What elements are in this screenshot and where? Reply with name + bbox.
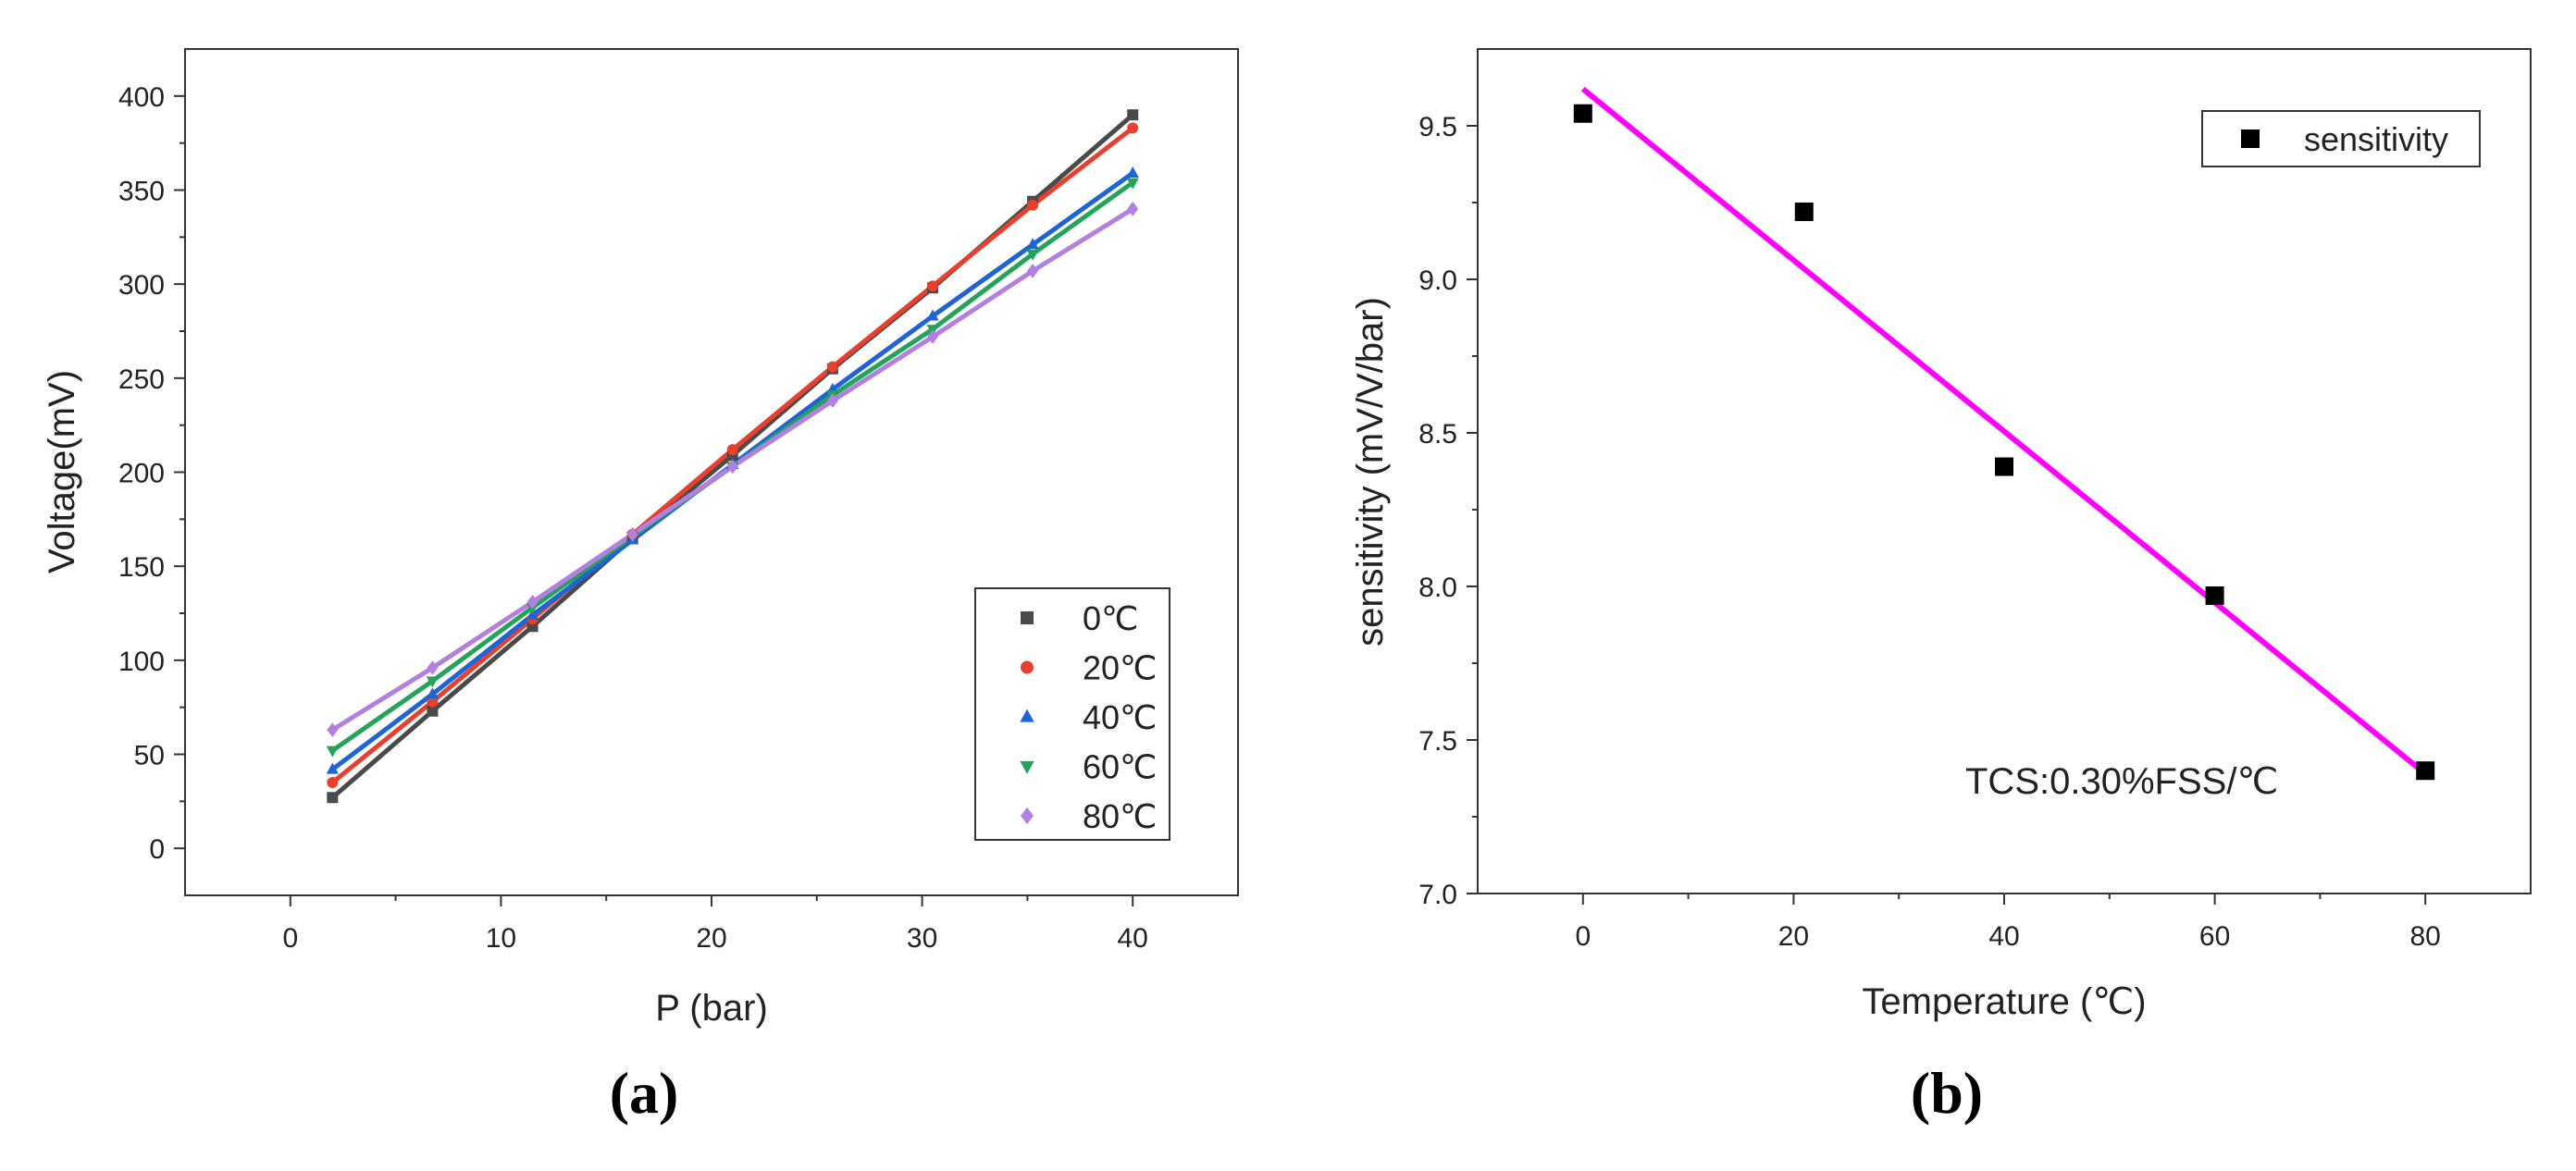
chart-a-point xyxy=(626,526,638,542)
chart-a-point xyxy=(426,676,440,688)
chart-b-annotation: TCS:0.30%FSS/℃ xyxy=(1965,761,2278,802)
chart-a-point xyxy=(427,660,439,675)
chart-b-legend-label: sensitivity xyxy=(2304,120,2448,158)
chart-b-point xyxy=(1573,104,1592,123)
chart-a-x-tick-label: 10 xyxy=(486,923,516,954)
chart-a-legend-marker xyxy=(1020,760,1034,774)
chart-a-point xyxy=(726,459,738,475)
chart-a-point xyxy=(1027,199,1039,211)
chart-a-legend: 0℃ 20℃ 40℃ 60℃ 80℃ xyxy=(974,587,1170,841)
chart-a-point xyxy=(926,280,938,292)
chart-a-legend-marker xyxy=(1021,807,1034,825)
chart-a-x-ticks: 0 10 20 30 40 xyxy=(282,895,1148,954)
chart-a-point xyxy=(327,777,339,788)
chart-b-panel-label: (b) xyxy=(1911,1060,1983,1126)
chart-a-point xyxy=(1127,122,1139,134)
chart-b-point xyxy=(1995,457,2013,476)
chart-b-x-tick-label: 40 xyxy=(1988,921,2019,952)
chart-a-y-tick-label: 50 xyxy=(134,741,165,771)
chart-a-y-tick-label: 300 xyxy=(118,270,165,301)
chart-a-legend-marker xyxy=(1021,611,1034,624)
chart-a-legend-label: 60℃ xyxy=(1083,748,1157,786)
chart-b-y-tick-label: 7.0 xyxy=(1418,880,1457,910)
chart-a-point xyxy=(1127,202,1139,216)
chart-a-legend-label: 20℃ xyxy=(1083,649,1157,687)
chart-b-point xyxy=(1794,202,1814,221)
chart-a-y-tick-label: 400 xyxy=(118,82,165,113)
chart-a-point xyxy=(526,595,539,610)
chart-a-panel-label: (a) xyxy=(610,1060,679,1126)
chart-b-y-ticks: 7.0 7.5 8.0 8.5 9.0 9.5 xyxy=(1418,112,1478,910)
chart-b-legend-box xyxy=(2201,110,2481,167)
chart-b-x-ticks: 0 20 40 60 80 xyxy=(1575,894,2441,952)
chart-a-point xyxy=(327,792,339,804)
chart-a-y-tick-label: 100 xyxy=(118,647,165,677)
chart-a-y-axis-label: Voltage(mV) xyxy=(42,370,82,573)
chart-a-point xyxy=(1027,264,1039,278)
chart-a-legend-marker xyxy=(1020,709,1034,722)
chart-a-legend-label: 80℃ xyxy=(1083,797,1157,835)
chart-a-legend-label: 0℃ xyxy=(1083,599,1138,637)
chart-b-y-axis-label: sensitivity (mV/V/bar) xyxy=(1350,297,1391,647)
chart-b-fit-line-group xyxy=(1580,86,2428,776)
chart-b-y-tick-label: 8.0 xyxy=(1418,573,1457,603)
chart-a-x-axis-label: P (bar) xyxy=(655,988,768,1029)
chart-a-x-tick-label: 40 xyxy=(1118,923,1148,954)
chart-a-point xyxy=(327,722,339,737)
chart-b-legend-marker xyxy=(2241,129,2260,148)
chart-a-legend-marker xyxy=(1021,660,1034,674)
chart-b-x-tick-label: 60 xyxy=(2199,921,2230,952)
chart-b-x-tick-label: 80 xyxy=(2410,921,2441,952)
chart-b-point xyxy=(2205,586,2224,605)
chart-a-x-tick-label: 20 xyxy=(696,923,726,954)
chart-a-point xyxy=(1126,166,1139,178)
chart-a-x-tick-label: 30 xyxy=(907,923,937,954)
chart-b-point xyxy=(2416,761,2435,781)
chart-b-y-tick-label: 7.5 xyxy=(1418,726,1457,757)
chart-b-x-axis-label: Temperature (℃) xyxy=(1862,981,2146,1022)
chart-b: 0 20 40 60 80 7.0 7.5 8.0 8.5 9.0 9.5 Temperature… xyxy=(1350,48,2532,1126)
chart-a-legend-label: 40℃ xyxy=(1083,698,1157,736)
chart-a-point xyxy=(926,309,939,321)
chart-b-fit-line xyxy=(1580,86,2428,776)
chart-a-point xyxy=(1026,249,1039,261)
chart-a-point xyxy=(1026,238,1039,250)
chart-a-y-tick-label: 350 xyxy=(118,177,165,207)
chart-a-point xyxy=(326,762,339,774)
chart-a-point xyxy=(427,696,439,708)
chart-a-y-tick-label: 250 xyxy=(118,364,165,395)
chart-a-y-tick-label: 200 xyxy=(118,459,165,489)
chart-b-x-tick-label: 0 xyxy=(1575,921,1591,952)
chart-b-markers xyxy=(1573,104,2435,781)
chart-a-point xyxy=(926,329,938,344)
chart-a-y-tick-label: 0 xyxy=(149,834,165,865)
chart-a-point xyxy=(826,393,838,409)
chart-a-point xyxy=(1127,109,1139,121)
chart-a-point xyxy=(826,361,838,373)
chart-a-point xyxy=(726,444,738,456)
chart-b-y-tick-label: 9.0 xyxy=(1418,265,1457,296)
chart-a-point xyxy=(426,687,440,699)
chart-b-y-tick-label: 9.5 xyxy=(1418,112,1457,142)
chart-a-legend-box xyxy=(974,587,1170,841)
chart-a-point xyxy=(427,705,439,717)
chart-a-markers xyxy=(326,109,1139,804)
chart-a: 0 10 20 30 40 0 50 100 150 200 250 300 350 400 P (ba… xyxy=(42,48,1239,1126)
chart-a-y-ticks: 0 50 100 150 200 250 300 350 400 xyxy=(118,82,185,865)
chart-a-y-tick-label: 150 xyxy=(118,552,165,583)
chart-a-point xyxy=(326,746,339,758)
chart-b-legend: sensitivity xyxy=(2201,110,2481,167)
chart-a-point xyxy=(1126,178,1139,190)
chart-b-x-tick-label: 20 xyxy=(1778,921,1809,952)
chart-b-y-tick-label: 8.5 xyxy=(1418,419,1457,450)
chart-a-x-tick-label: 0 xyxy=(282,923,298,954)
